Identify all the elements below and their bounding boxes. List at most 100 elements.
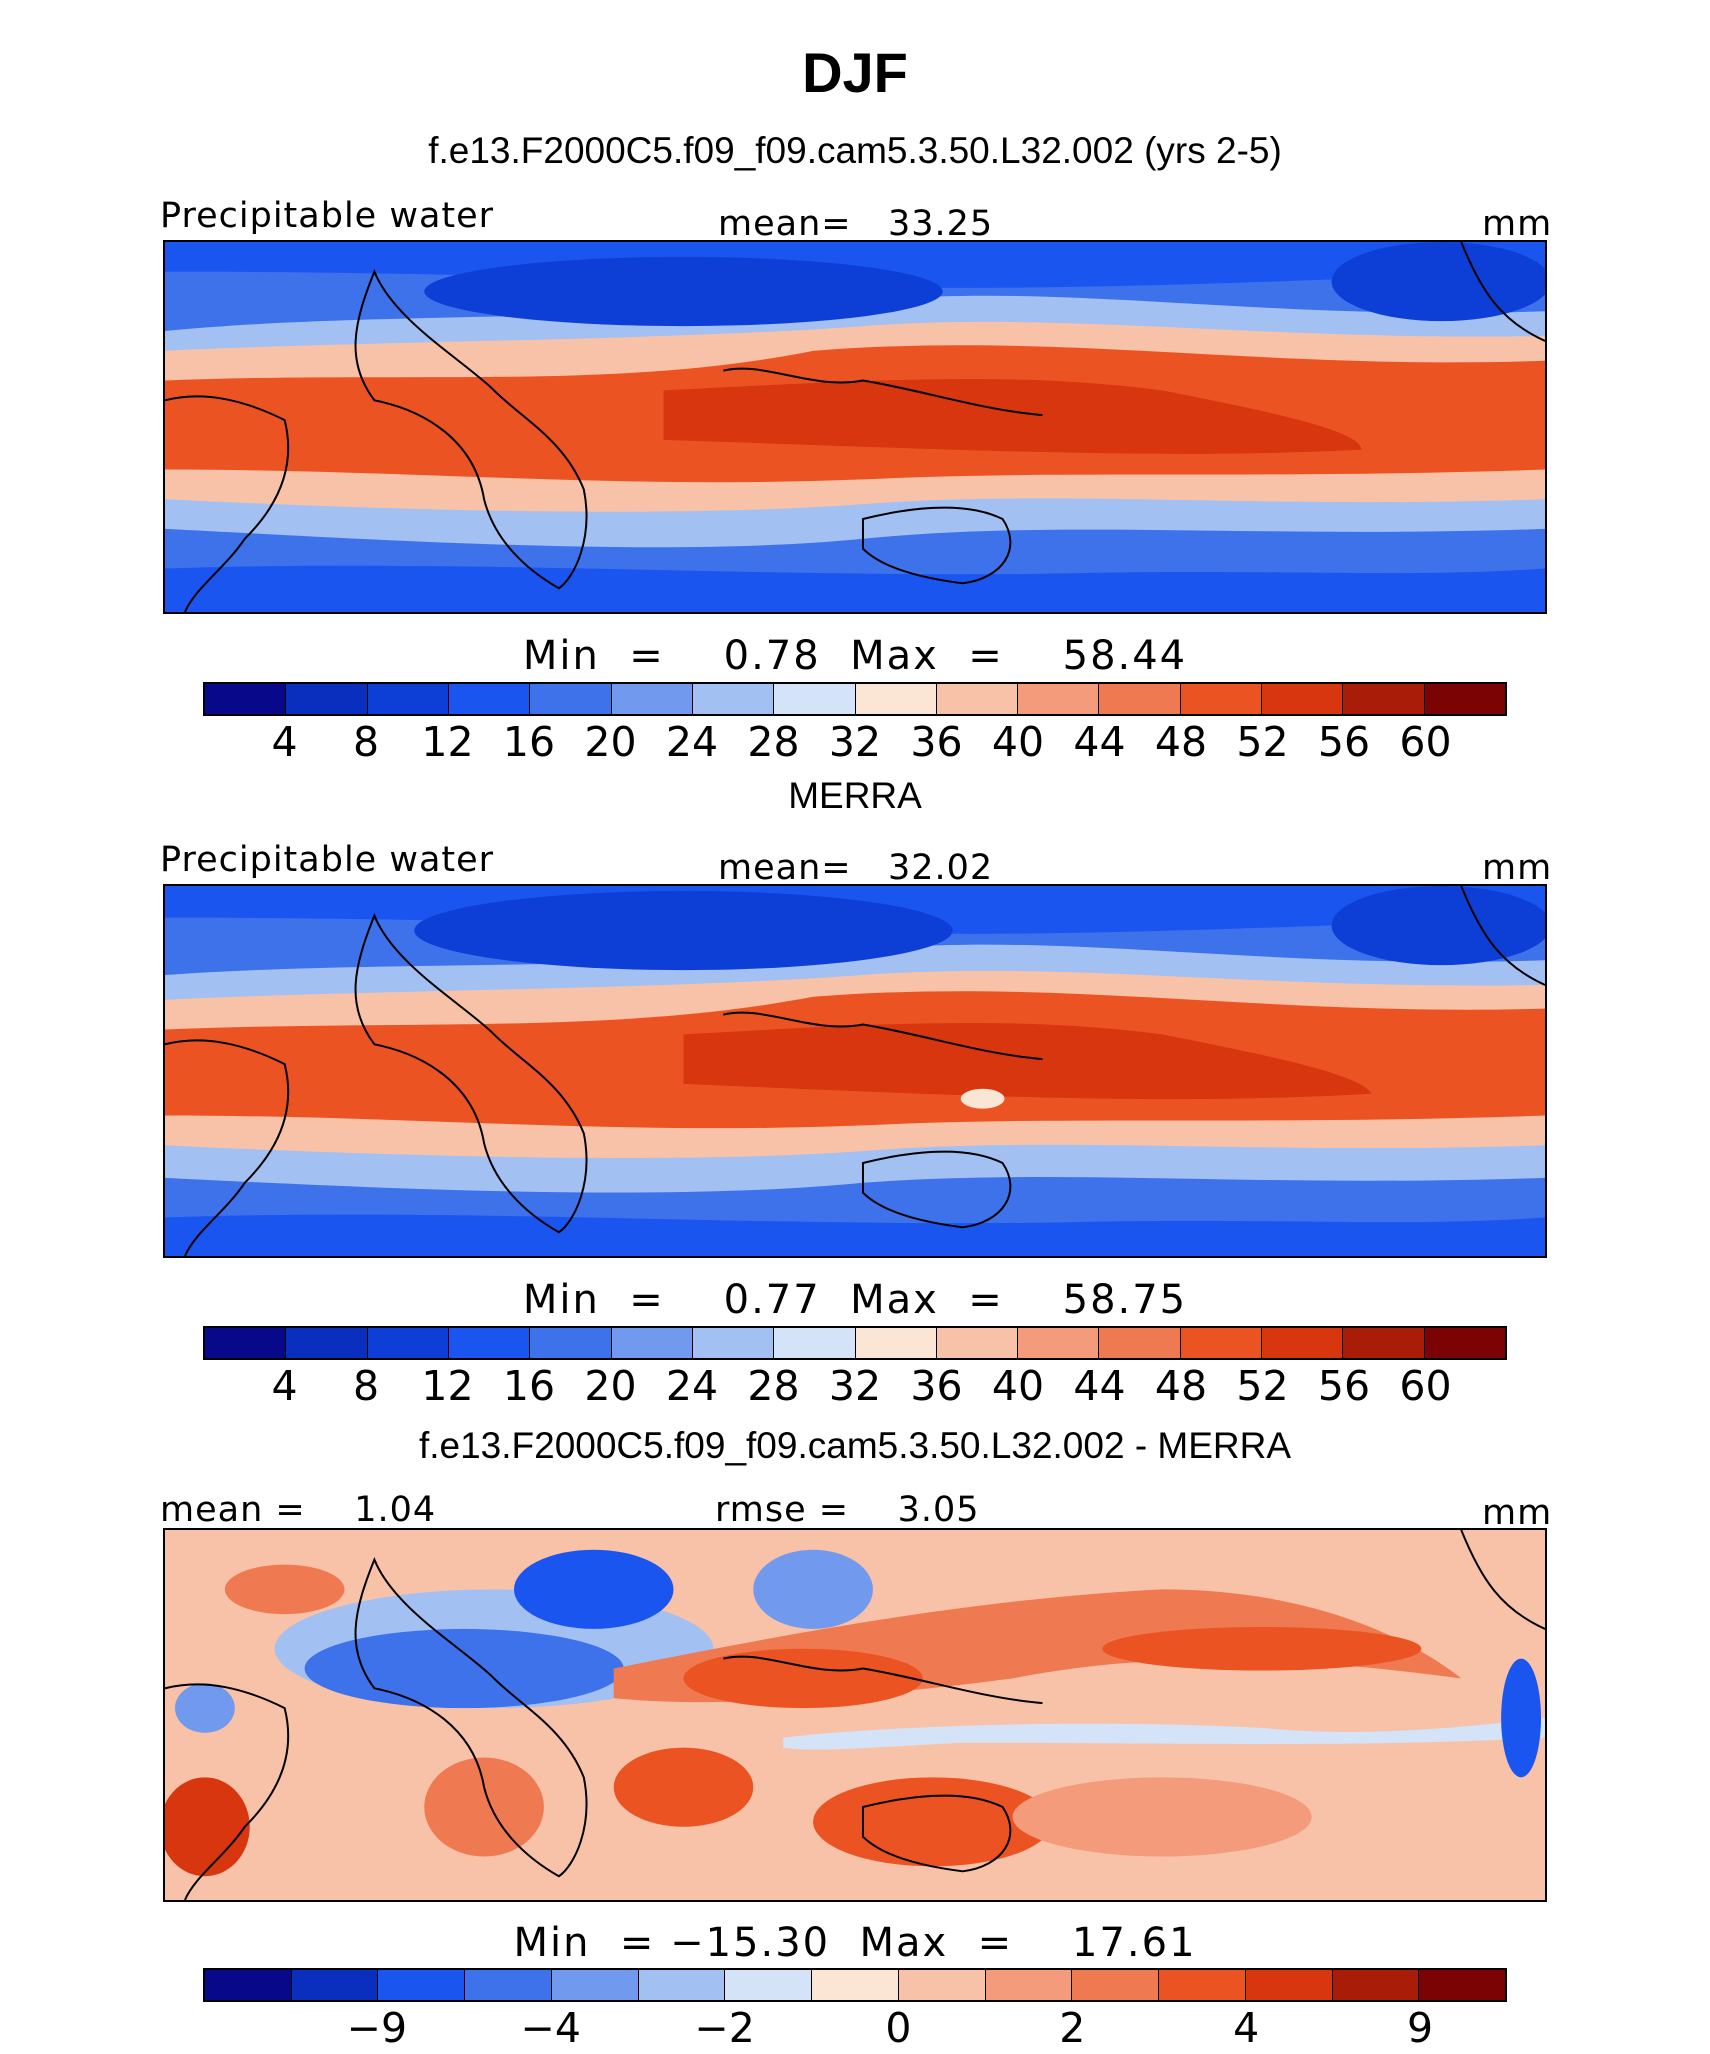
colorbar-swatch [611,684,693,714]
colorbar-tick-label: 44 [1073,1362,1126,1410]
panel-3-colorbar [203,1968,1507,2002]
colorbar-swatch [1262,1328,1344,1358]
colorbar-tick-label: 40 [991,1362,1045,1410]
colorbar-swatch [774,684,856,714]
colorbar-swatch [367,684,449,714]
colorbar-tick-label: 60 [1399,1362,1452,1410]
colorbar-tick-label: 40 [991,718,1045,766]
colorbar-swatch [812,1970,899,2000]
colorbar-swatch [205,684,287,714]
panel-1-minmax: Min = 0.78 Max = 58.44 [522,633,1188,679]
colorbar-tick-label: 56 [1317,718,1371,766]
colorbar-swatch [448,1328,531,1358]
colorbar-swatch [378,1970,466,2000]
panel-3-minmax: Min = −15.30 Max = 17.61 [513,1920,1197,1966]
panel-1-colorbar [203,682,1507,716]
panel-3-mean-label: mean = 1.04 [160,1490,437,1530]
panel-1-units-label: mm [1482,204,1553,244]
colorbar-swatch [692,684,775,714]
panel-2-map [163,884,1547,1258]
colorbar-tick-label: 8 [352,1362,380,1410]
colorbar-tick-label: 32 [828,718,882,766]
colorbar-tick-label: 4 [1233,2004,1260,2052]
colorbar-tick-label: 48 [1154,718,1208,766]
colorbar-swatch [1099,684,1181,714]
colorbar-tick-label: 28 [747,1362,800,1410]
colorbar-swatch [725,1970,813,2000]
panel-3-units-label: mm [1482,1493,1553,1533]
panel-1-colorbar-ticks: 4 8 12 16 20 24 28 32 36 40 44 48 52 56 60 [203,718,1507,768]
colorbar-tick-label: 9 [1407,2004,1434,2052]
colorbar-swatch [465,1970,552,2000]
colorbar-tick-label: 20 [584,1362,637,1410]
panel-2-minmax: Min = 0.77 Max = 58.75 [522,1277,1188,1323]
colorbar-swatch [774,1328,856,1358]
colorbar-swatch [1343,684,1425,714]
colorbar-swatch [367,1328,449,1358]
colorbar-swatch [936,1328,1019,1358]
panel-1-variable-label: Precipitable water [160,196,495,236]
colorbar-swatch [1180,684,1263,714]
panel-3-rmse-label: rmse = 3.05 [715,1490,980,1530]
colorbar-tick-label: 12 [421,1362,474,1410]
colorbar-tick-label: 0 [885,2004,912,2052]
colorbar-tick-label: 52 [1236,718,1289,766]
panel-1-map [163,240,1547,614]
panel-3-header: f.e13.F2000C5.f09_f09.cam5.3.50.L32.002 … [418,1425,1292,1466]
colorbar-swatch [1018,1328,1100,1358]
colorbar-tick-label: −4 [520,2004,581,2052]
colorbar-tick-label: 36 [910,1362,963,1410]
panel-1-mean-label: mean= 33.25 [718,204,994,244]
colorbar-tick-label: 48 [1154,1362,1208,1410]
colorbar-tick-label: 4 [271,1362,298,1410]
colorbar-swatch [1159,1970,1246,2000]
colorbar-tick-label: 32 [828,1362,882,1410]
panel-3-map [163,1528,1547,1902]
colorbar-tick-label: 56 [1317,1362,1371,1410]
panel-2-colorbar-ticks: 4 8 12 16 20 24 28 32 36 40 44 48 52 56 60 [203,1362,1507,1412]
colorbar-swatch [985,1970,1073,2000]
colorbar-swatch [1072,1970,1160,2000]
colorbar-tick-label: 52 [1236,1362,1289,1410]
colorbar-tick-label: 28 [747,718,800,766]
colorbar-swatch [936,684,1019,714]
colorbar-swatch [205,1328,287,1358]
colorbar-tick-label: 8 [352,718,380,766]
colorbar-swatch [1018,684,1100,714]
colorbar-swatch [692,1328,775,1358]
colorbar-swatch [551,1970,639,2000]
colorbar-tick-label: 4 [271,718,298,766]
panel-2-variable-label: Precipitable water [160,840,495,880]
colorbar-tick-label: 16 [502,1362,556,1410]
colorbar-swatch [530,684,612,714]
colorbar-swatch [1343,1328,1425,1358]
panel-3-colorbar-ticks: −9 −4 −2 0 2 4 9 [203,2004,1507,2054]
colorbar-swatch [1424,1328,1505,1358]
colorbar-swatch [1099,1328,1181,1358]
colorbar-swatch [1262,684,1344,714]
figure-title: DJF [802,41,908,104]
colorbar-swatch [1419,1970,1506,2000]
colorbar-swatch [1245,1970,1333,2000]
colorbar-swatch [286,1328,368,1358]
colorbar-tick-label: 36 [910,718,963,766]
colorbar-tick-label: 60 [1399,718,1452,766]
panel-2-mean-label: mean= 32.02 [718,848,994,888]
colorbar-tick-label: 16 [502,718,556,766]
panel-2-units-label: mm [1482,848,1553,888]
colorbar-tick-label: 24 [665,718,719,766]
panel-2-header: MERRA [788,775,922,816]
colorbar-swatch [1180,1328,1263,1358]
colorbar-swatch [291,1970,379,2000]
colorbar-swatch [530,1328,612,1358]
colorbar-swatch [205,1970,292,2000]
colorbar-tick-label: 20 [584,718,637,766]
colorbar-swatch [855,1328,937,1358]
colorbar-tick-label: −9 [346,2004,408,2052]
colorbar-swatch [638,1970,726,2000]
colorbar-swatch [855,684,937,714]
colorbar-tick-label: 12 [421,718,474,766]
colorbar-tick-label: 2 [1059,2004,1086,2052]
colorbar-swatch [1332,1970,1420,2000]
panel-1-header: f.e13.F2000C5.f09_f09.cam5.3.50.L32.002 … [428,130,1282,171]
